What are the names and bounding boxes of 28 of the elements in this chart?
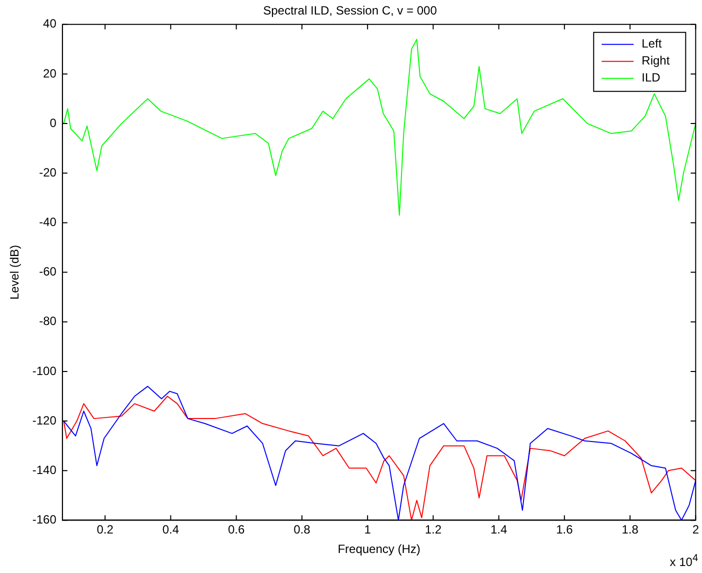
x-tick-label: 0.8 bbox=[294, 522, 311, 537]
y-tick-label: -140 bbox=[32, 462, 57, 477]
y-tick-label: -60 bbox=[39, 264, 57, 279]
text: x 10$^{4}$ bbox=[670, 553, 698, 569]
y-axis-title: Level (dB) bbox=[8, 244, 22, 300]
chart-title: Spectral ILD, Session C, v = 000 bbox=[263, 4, 438, 18]
x-tick-label: 0.6 bbox=[228, 522, 245, 537]
y-tick-label: -40 bbox=[39, 215, 57, 230]
x-tick-label: 1.8 bbox=[622, 522, 639, 537]
x-tick-label: 1.4 bbox=[490, 522, 508, 537]
legend-label: ILD bbox=[642, 70, 661, 85]
x-tick-label: 1 bbox=[364, 522, 372, 537]
x-tick-label: 0.4 bbox=[162, 522, 180, 537]
x-tick-label: 1.2 bbox=[424, 522, 442, 537]
y-tick-label: 20 bbox=[43, 66, 57, 80]
y-tick-label: -160 bbox=[32, 512, 57, 527]
y-tick-label: -100 bbox=[32, 364, 57, 378]
y-tick-label: -20 bbox=[39, 165, 57, 180]
legend-label: Left bbox=[642, 36, 662, 51]
y-tick-label: 40 bbox=[43, 16, 57, 31]
legend-label: Right bbox=[642, 54, 670, 68]
y-tick-label: -120 bbox=[32, 413, 57, 428]
x-tick-label: 0.2 bbox=[96, 522, 114, 537]
y-tick-label: 0 bbox=[50, 116, 57, 130]
x-axis-title: Frequency (Hz) bbox=[338, 542, 420, 556]
x-tick-label: 2 bbox=[692, 522, 700, 537]
y-tick-label: -80 bbox=[39, 314, 57, 328]
x-tick-label: 1.6 bbox=[556, 522, 574, 537]
